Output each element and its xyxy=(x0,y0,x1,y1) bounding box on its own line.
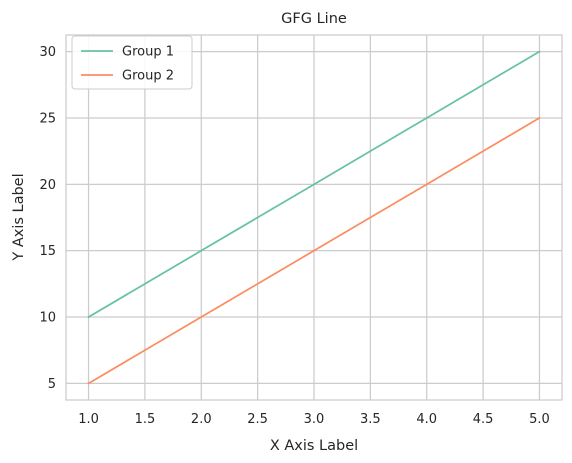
y-tick-label: 5 xyxy=(48,377,56,392)
y-tick-label: 30 xyxy=(39,45,56,60)
grid xyxy=(66,35,562,400)
chart-title: GFG Line xyxy=(281,11,347,27)
legend-label-group-2: Group 2 xyxy=(122,69,174,84)
series-line-group-2 xyxy=(87,116,541,385)
y-tick-label: 25 xyxy=(39,111,56,126)
y-tick-label: 10 xyxy=(39,311,56,326)
x-axis-label: X Axis Label xyxy=(270,438,358,454)
plot-area-frame xyxy=(65,34,563,401)
series-line-group-1 xyxy=(87,50,541,319)
x-tick-label: 1.5 xyxy=(135,412,156,427)
legend-label-group-1: Group 1 xyxy=(122,45,174,60)
x-tick-label: 5.0 xyxy=(529,412,550,427)
series-lines xyxy=(87,50,541,385)
tick-labels: 1.0 1.5 2.0 2.5 3.0 3.5 4.0 4.5 5.0 5 10 15 20 25 30 xyxy=(39,45,549,427)
y-tick-label: 20 xyxy=(39,178,56,193)
legend: Group 1 Group 2 xyxy=(71,35,193,90)
x-tick-label: 4.5 xyxy=(473,412,494,427)
y-axis-label: Y Axis Label xyxy=(11,173,27,261)
x-tick-label: 2.0 xyxy=(191,412,212,427)
x-tick-label: 1.0 xyxy=(78,412,99,427)
y-tick-label: 15 xyxy=(39,244,56,259)
x-tick-label: 2.5 xyxy=(247,412,268,427)
x-tick-label: 3.5 xyxy=(360,412,381,427)
x-tick-label: 3.0 xyxy=(304,412,325,427)
x-tick-label: 4.0 xyxy=(416,412,437,427)
